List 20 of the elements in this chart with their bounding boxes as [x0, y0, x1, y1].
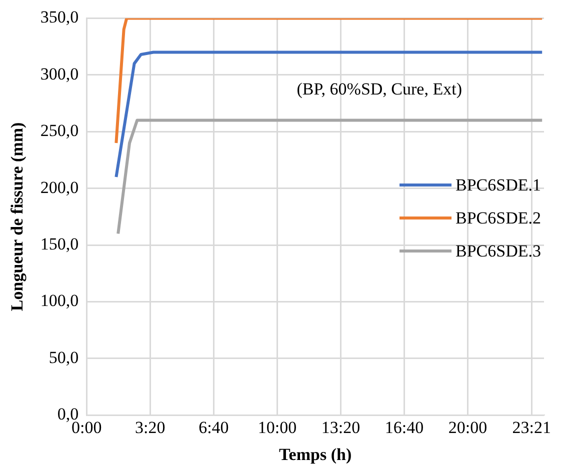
legend-label: BPC6SDE.3: [456, 241, 541, 260]
legend-label: BPC6SDE.2: [456, 208, 541, 228]
legend-label: BPC6SDE.1: [456, 175, 541, 194]
y-tick-label: 50,0: [48, 348, 79, 367]
y-tick-label: 200,0: [40, 178, 79, 197]
x-tick-label: 10:00: [258, 418, 297, 437]
x-tick-label: 16:40: [384, 418, 424, 437]
x-tick-label: 20:00: [448, 418, 488, 437]
x-tick-label: 13:20: [321, 418, 360, 437]
x-tick-label: 6:40: [198, 418, 229, 437]
y-tick-label: 350,0: [40, 8, 79, 27]
y-tick-label: 300,0: [40, 64, 79, 84]
y-tick-label: 150,0: [40, 234, 79, 254]
x-tick-label: 23:21: [512, 418, 551, 437]
annotation: (BP, 60%SD, Cure, Ext): [296, 80, 462, 99]
y-tick-label: 250,0: [40, 121, 79, 140]
x-axis-title: Temps (h): [279, 445, 352, 464]
y-tick-label: 100,0: [40, 291, 79, 310]
x-tick-label: 3:20: [135, 418, 166, 437]
y-axis-title: Longueur de fissure (mm): [8, 122, 27, 312]
